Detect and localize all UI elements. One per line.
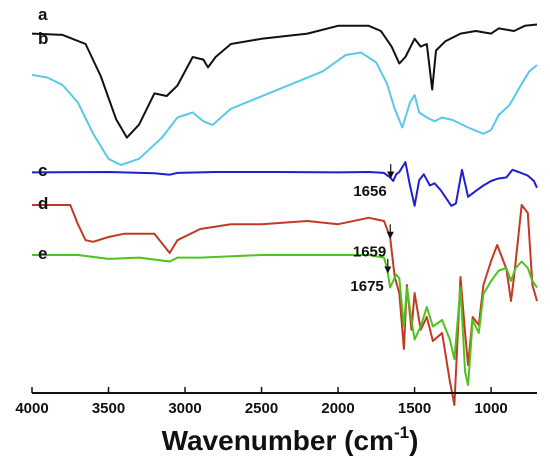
series-label-layer: ab cd e	[38, 5, 48, 263]
x-tick-label-3000: 3000	[168, 400, 201, 417]
x-axis-title-end: )	[409, 425, 418, 456]
series-line-d	[32, 204, 538, 406]
annotation-label-1659: 1659	[353, 243, 386, 260]
series-layer	[31, 23, 538, 406]
x-tick-label-2000: 2000	[321, 400, 354, 417]
x-tick-label-3500: 3500	[92, 400, 125, 417]
series-label-d: d	[38, 194, 48, 213]
series-line-a	[31, 23, 538, 139]
x-tick-label-4000: 4000	[15, 400, 48, 417]
annotation-label-1675: 1675	[350, 278, 383, 295]
series-label-a: a	[38, 5, 48, 24]
x-tick-label-2500: 2500	[245, 400, 278, 417]
x-tick-label-1000: 1000	[474, 400, 507, 417]
series-label-c: c	[38, 161, 47, 180]
annotation-label-1656: 1656	[353, 183, 386, 200]
x-axis: 4000 3500 3000 2500 2000 1500 1000	[15, 387, 537, 417]
x-axis-title-sup: -1	[394, 423, 409, 442]
annotation-layer: 1656 1659 1675	[350, 164, 395, 295]
x-axis-title-main: Wavenumber (cm	[162, 425, 394, 456]
series-label-e: e	[38, 244, 47, 263]
x-axis-title: Wavenumber (cm-1)	[162, 423, 419, 456]
series-line-b	[31, 51, 538, 166]
x-tick-label-1500: 1500	[398, 400, 431, 417]
series-label-b: b	[38, 29, 48, 48]
series-line-e	[32, 254, 538, 386]
series-line-c	[31, 161, 538, 207]
